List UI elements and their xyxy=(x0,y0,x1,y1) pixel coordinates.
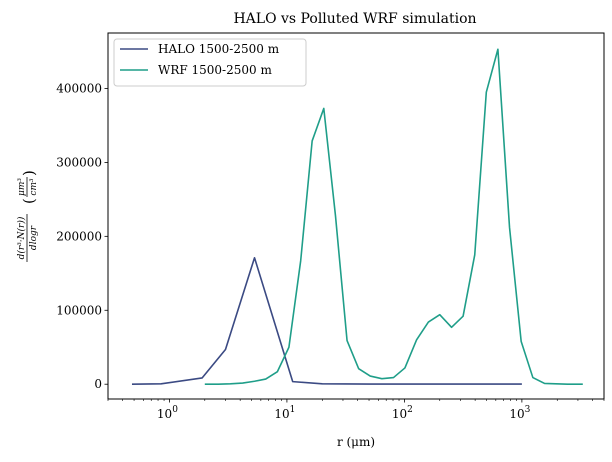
y-label-unit-numerator: μm³ xyxy=(17,178,27,196)
x-axis: 100 101 102 103 xyxy=(107,399,605,421)
series-layer xyxy=(131,48,583,386)
y-axis: 0 100000 200000 300000 400000 xyxy=(56,81,108,391)
x-axis-label: r (μm) xyxy=(337,435,375,449)
legend-label-1: HALO 1500-2500 m xyxy=(158,42,280,56)
x-tick-label: 103 xyxy=(509,405,530,421)
y-tick-label: 400000 xyxy=(56,81,102,95)
y-tick-label: 200000 xyxy=(56,229,102,243)
y-tick-label: 300000 xyxy=(56,155,102,169)
x-tick-label: 102 xyxy=(392,405,413,421)
legend-box xyxy=(113,38,307,87)
series-line-2 xyxy=(204,48,583,386)
y-label-unit-denominator: cm³ xyxy=(29,178,39,196)
y-tick-label: 100000 xyxy=(56,303,102,317)
y-label-denominator: dlogr xyxy=(29,225,39,250)
y-label-paren-open: ( xyxy=(20,198,38,204)
y-axis-label: d(r³·N(r)) dlogr ( μm³ cm³ ) xyxy=(16,170,39,262)
legend-label-2: WRF 1500-2500 m xyxy=(158,63,272,77)
x-tick-label: 101 xyxy=(274,405,295,421)
plot-frame xyxy=(107,32,605,400)
y-label-numerator: d(r³·N(r)) xyxy=(16,216,27,259)
y-tick-label: 0 xyxy=(94,377,102,391)
series-line-1 xyxy=(131,256,522,386)
legend: HALO 1500-2500 m WRF 1500-2500 m xyxy=(113,38,307,87)
chart-title: HALO vs Polluted WRF simulation xyxy=(233,11,476,27)
x-tick-label: 100 xyxy=(157,405,178,421)
y-label-paren-close: ) xyxy=(20,170,38,176)
